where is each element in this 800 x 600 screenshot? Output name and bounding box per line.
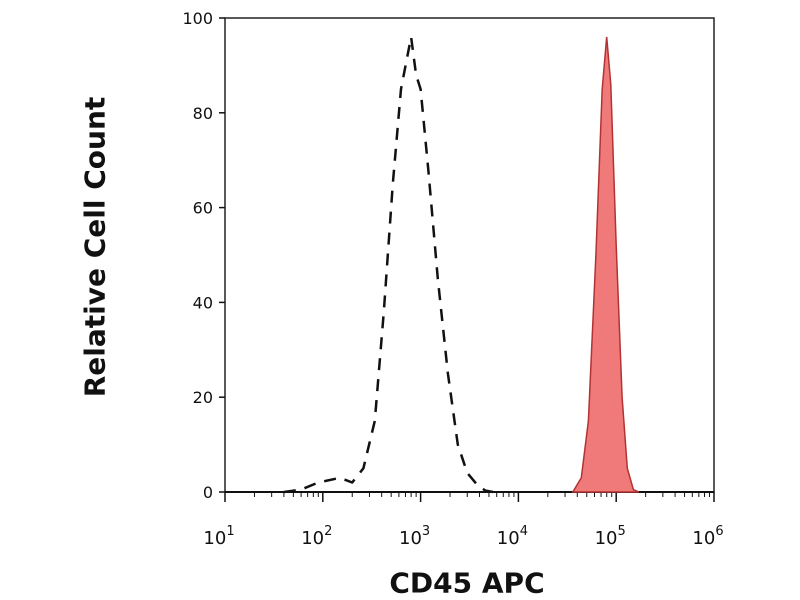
x-tick-exponent: 6 <box>715 524 723 539</box>
x-tick-label: 104 <box>497 524 528 549</box>
y-tick-label: 20 <box>193 388 213 407</box>
x-tick-exponent: 2 <box>324 524 332 539</box>
x-tick-label: 106 <box>692 524 723 549</box>
y-axis-label: Relative Cell Count <box>78 96 112 398</box>
series-filled-histogram <box>571 36 640 493</box>
x-tick-exponent: 1 <box>226 524 234 539</box>
x-tick-exponent: 3 <box>422 524 430 539</box>
x-tick-label: 101 <box>203 524 234 549</box>
x-tick-label: 105 <box>595 524 626 549</box>
series-dashed-histogram <box>283 35 494 494</box>
y-tick-label: 0 <box>203 483 213 502</box>
x-tick-label: 102 <box>301 524 332 549</box>
x-axis-label: CD45 APC <box>389 566 545 600</box>
x-tick-exponent: 4 <box>520 524 528 539</box>
y-tick-label: 40 <box>193 293 213 312</box>
y-tick-label: 60 <box>193 199 213 218</box>
y-tick-label: 80 <box>193 104 213 123</box>
plot-frame <box>224 17 715 493</box>
x-tick-label: 103 <box>399 524 430 549</box>
y-tick-label: 100 <box>182 9 213 28</box>
x-tick-exponent: 5 <box>618 524 626 539</box>
